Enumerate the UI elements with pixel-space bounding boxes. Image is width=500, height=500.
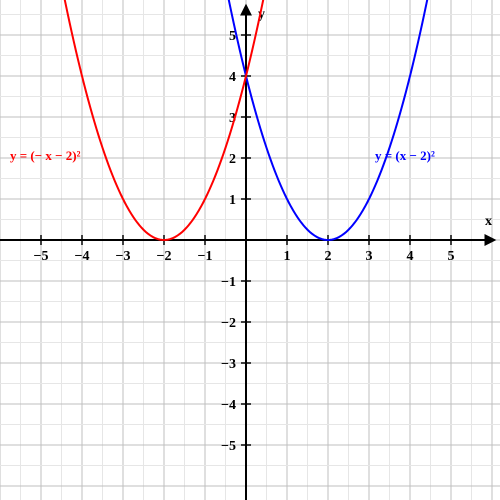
y-tick-label: −1: [221, 275, 236, 290]
y-tick-label: −5: [221, 439, 236, 454]
x-tick-label: 4: [407, 249, 414, 264]
x-tick-label: 3: [366, 249, 373, 264]
x-tick-label: −4: [75, 249, 90, 264]
x-tick-label: −3: [116, 249, 131, 264]
y-tick-label: −2: [221, 316, 236, 331]
series-label-0: y = (x − 2)²: [375, 148, 435, 163]
x-tick-label: 2: [325, 249, 332, 264]
chart-svg: xy−5−4−3−2−112345−5−4−3−2−112345y = (x −…: [0, 0, 500, 500]
x-axis-label: x: [485, 214, 492, 229]
y-tick-label: −3: [221, 357, 236, 372]
y-tick-label: 4: [229, 70, 236, 85]
x-tick-label: 5: [448, 249, 455, 264]
parabola-chart: xy−5−4−3−2−112345−5−4−3−2−112345y = (x −…: [0, 0, 500, 500]
x-tick-label: −2: [157, 249, 172, 264]
y-tick-label: −4: [221, 398, 236, 413]
y-tick-label: 2: [229, 152, 236, 167]
y-tick-label: 1: [229, 193, 236, 208]
x-tick-label: −5: [34, 249, 49, 264]
series-label-1: y = (− x − 2)²: [10, 148, 81, 163]
x-tick-label: −1: [198, 249, 213, 264]
x-tick-label: 1: [284, 249, 291, 264]
